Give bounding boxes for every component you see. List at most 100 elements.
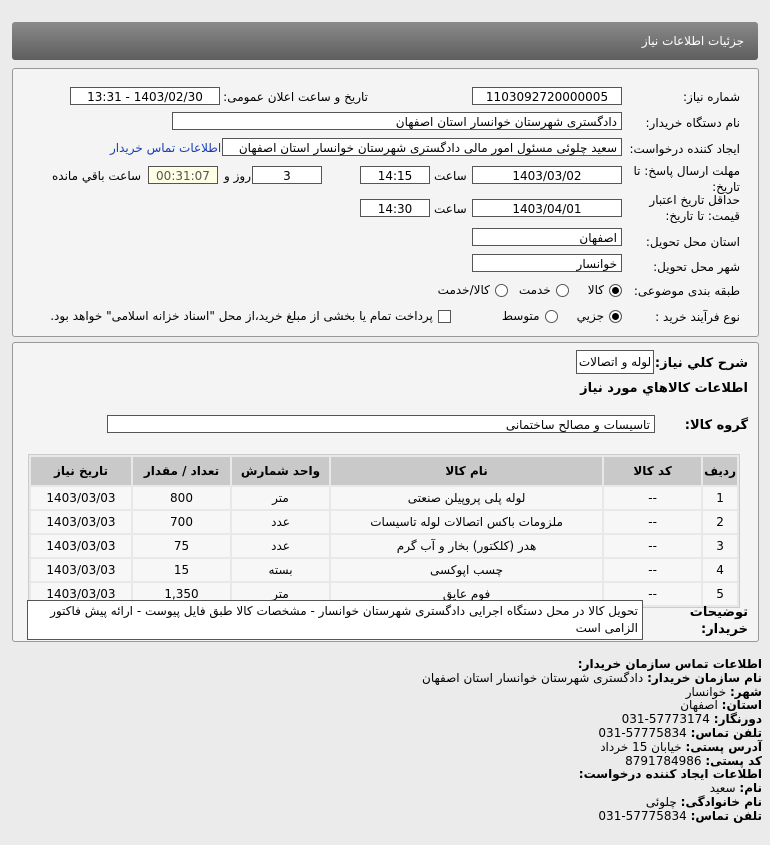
table-row: 1 -- لوله پلی پروپیلن صنعتی متر 800 1403/03/0… xyxy=(31,487,737,509)
treasury-checkbox[interactable] xyxy=(437,309,451,323)
postal-value: 8791784986 xyxy=(625,753,702,768)
table-row: 5 -- فوم عایق متر 1,350 1403/03/03 xyxy=(31,583,737,605)
family-label: نام خانوادگی: xyxy=(680,794,762,809)
col-name: نام کالا xyxy=(331,457,603,485)
need-number-label: شماره نیاز: xyxy=(683,90,740,104)
name-label: نام: xyxy=(739,781,762,796)
col-unit: واحد شمارش xyxy=(232,457,329,485)
validity-date-field: 1403/04/01 xyxy=(472,199,622,217)
buyer-contact-link[interactable]: اطلاعات تماس خریدار xyxy=(110,141,222,155)
item-unit: متر xyxy=(232,583,329,605)
province-value: اصفهان xyxy=(680,698,718,713)
goods-title: اطلاعات کالاهاي مورد نیاز xyxy=(580,381,748,396)
item-name: لوله پلی پروپیلن صنعتی xyxy=(331,487,603,509)
notes-field: تحویل کالا در محل دستگاه اجرایی دادگستری… xyxy=(27,600,643,640)
buyer-contact-info: اطلاعات تماس سازمان خریدار: نام سازمان خ… xyxy=(422,657,762,824)
item-unit: متر xyxy=(232,487,329,509)
category-radio-goods[interactable] xyxy=(609,283,622,297)
address-value: خیابان 15 خرداد xyxy=(600,739,682,754)
notes-label: توضیحات خریدار: xyxy=(689,605,748,637)
process-radio-minor[interactable] xyxy=(609,309,622,323)
row-number: 1 xyxy=(703,487,737,509)
days-label: روز و xyxy=(224,169,251,183)
item-code: -- xyxy=(604,559,702,581)
category-option-both: کالا/خدمت xyxy=(437,283,490,297)
family-value: چلوئی xyxy=(645,794,677,809)
org-label: نام سازمان خریدار: xyxy=(647,670,762,685)
col-qty: تعداد / مقدار xyxy=(133,457,230,485)
city-value: خوانسار xyxy=(685,684,727,699)
category-option-service: خدمت xyxy=(518,283,551,297)
category-radio-both[interactable] xyxy=(494,283,508,297)
category-options: کالا خدمت کالا/خدمت xyxy=(438,283,622,297)
col-code: کد کالا xyxy=(604,457,702,485)
fax-label: دورنگار: xyxy=(713,712,762,727)
item-date: 1403/03/03 xyxy=(31,511,131,533)
item-qty: 15 xyxy=(133,559,230,581)
item-unit: عدد xyxy=(232,511,329,533)
process-radio-medium[interactable] xyxy=(544,309,558,323)
city-label: شهر: xyxy=(730,684,762,699)
item-name: ملزومات باکس اتصالات لوله تاسیسات xyxy=(331,511,603,533)
province-field: اصفهان xyxy=(472,228,622,246)
row-number: 2 xyxy=(703,511,737,533)
table-row: 2 -- ملزومات باکس اتصالات لوله تاسیسات عدد 7… xyxy=(31,511,737,533)
col-date: تاریخ نیاز xyxy=(31,457,131,485)
item-code: -- xyxy=(604,583,702,605)
creator-phone-value: 031-57775834 xyxy=(598,808,687,823)
item-date: 1403/03/03 xyxy=(31,487,131,509)
province-label: استان محل تحویل: xyxy=(645,235,740,249)
phone-label: تلفن تماس: xyxy=(690,725,762,740)
item-code: -- xyxy=(604,487,702,509)
fax-value: 031-57773174 xyxy=(621,712,710,727)
province-label: استان: xyxy=(721,698,762,713)
deadline-time-label: ساعت xyxy=(434,169,467,183)
item-name: چسب اپوکسی xyxy=(331,559,603,581)
item-qty: 1,350 xyxy=(133,583,230,605)
validity-label: حداقل تاریخ اعتبار قیمت: تا تاریخ: xyxy=(649,193,740,223)
postal-label: کد پستی: xyxy=(705,753,762,768)
row-number: 3 xyxy=(703,535,737,557)
contact-title: اطلاعات تماس سازمان خریدار: xyxy=(577,657,762,671)
category-radio-service[interactable] xyxy=(555,283,569,297)
item-qty: 800 xyxy=(133,487,230,509)
item-code: -- xyxy=(604,535,702,557)
announce-field: 1403/02/30 - 13:31 xyxy=(70,87,220,105)
process-option-minor: جزیي xyxy=(576,309,604,323)
category-label: طبقه بندی موضوعی: xyxy=(633,284,740,298)
name-value: سعید xyxy=(709,781,736,796)
deadline-time-field: 14:15 xyxy=(360,166,430,184)
item-code: -- xyxy=(604,511,702,533)
summary-label: شرح کلي نیاز: xyxy=(654,356,748,371)
item-date: 1403/03/03 xyxy=(31,559,131,581)
page-header: جزئیات اطلاعات نیاز xyxy=(12,22,758,60)
row-number: 4 xyxy=(703,559,737,581)
buyer-label: نام دستگاه خریدار: xyxy=(645,116,741,130)
item-name: فوم عایق xyxy=(331,583,603,605)
phone-value: 031-57775834 xyxy=(598,725,687,740)
days-field: 3 xyxy=(252,166,322,184)
city-field: خوانسار xyxy=(472,254,622,272)
creator-phone-label: تلفن تماس: xyxy=(690,808,762,823)
remaining-label: ساعت باقي مانده xyxy=(52,169,142,183)
creator-field: سعید چلوئی مسئول امور مالی دادگستری شهرس… xyxy=(222,138,622,156)
group-label: گروه کالا: xyxy=(684,418,748,433)
process-option-medium: متوسط xyxy=(501,309,540,323)
city-label: شهر محل تحویل: xyxy=(653,260,740,274)
validity-time-label: ساعت xyxy=(434,202,467,216)
buyer-field: دادگستری شهرستان خوانسار استان اصفهان xyxy=(172,112,622,130)
item-date: 1403/03/03 xyxy=(31,535,131,557)
group-field: تاسیسات و مصالح ساختمانی xyxy=(107,415,655,433)
process-label: نوع فرآیند خرید : xyxy=(655,310,740,324)
item-unit: بسته xyxy=(232,559,329,581)
address-label: آدرس پستی: xyxy=(685,739,762,754)
category-option-goods: کالا xyxy=(587,283,604,297)
item-qty: 700 xyxy=(133,511,230,533)
summary-field: لوله و اتصالات xyxy=(576,350,654,374)
deadline-label: مهلت ارسال پاسخ: تا تاریخ: xyxy=(633,164,740,194)
need-number-field: 1103092720000005 xyxy=(472,87,622,105)
org-value: دادگستری شهرستان خوانسار استان اصفهان xyxy=(422,670,644,685)
table-row: 4 -- چسب اپوکسی بسته 15 1403/03/03 xyxy=(31,559,737,581)
col-row: ردیف xyxy=(703,457,737,485)
page-title: جزئیات اطلاعات نیاز xyxy=(641,34,744,48)
